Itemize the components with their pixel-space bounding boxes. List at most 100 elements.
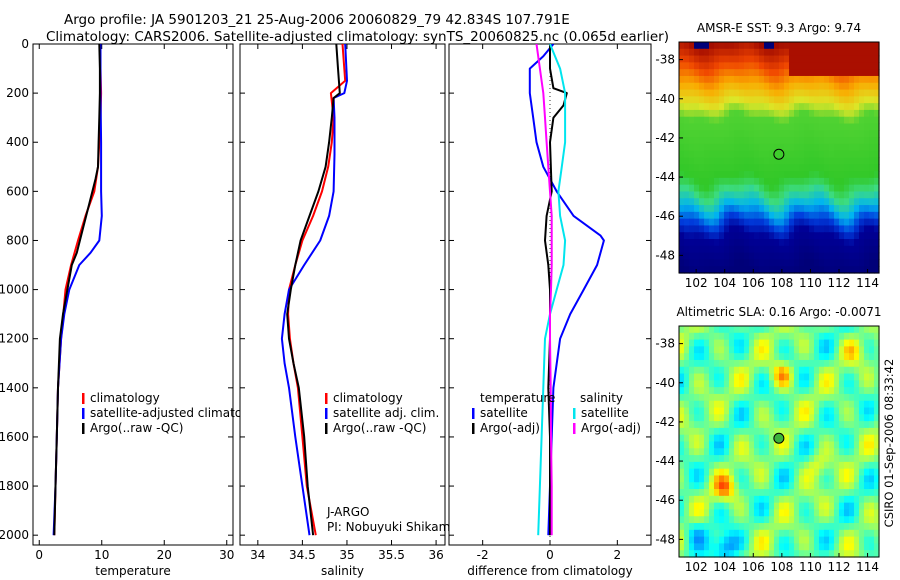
heatmap-cell	[844, 536, 850, 545]
y-tick-label: -46	[655, 493, 675, 507]
heatmap-cell	[744, 536, 750, 545]
heatmap-cell	[874, 421, 880, 429]
heatmap-cell	[779, 448, 785, 456]
heatmap-cell	[784, 143, 790, 152]
heatmap-cell	[774, 239, 780, 247]
heatmap-cell	[789, 495, 795, 504]
heatmap-cell	[834, 123, 840, 131]
heatmap-cell	[684, 259, 690, 267]
heatmap-cell	[704, 130, 710, 138]
heatmap-cell	[784, 427, 790, 436]
heatmap-cell	[809, 89, 815, 97]
heatmap-cell	[789, 414, 795, 422]
heatmap-cell	[759, 400, 765, 409]
heatmap-cell	[744, 42, 750, 50]
heatmap-cell	[864, 62, 870, 70]
heatmap-cell	[689, 205, 695, 213]
heatmap-cell	[869, 543, 875, 551]
heatmap-cell	[844, 502, 850, 511]
heatmap-cell	[734, 164, 740, 172]
heatmap-cell	[684, 339, 690, 347]
heatmap-cell	[719, 252, 725, 261]
heatmap-cell	[869, 205, 875, 213]
heatmap-cell	[754, 455, 760, 463]
heatmap-cell	[714, 550, 720, 558]
heatmap-cell	[844, 218, 850, 227]
heatmap-cell	[704, 82, 710, 91]
heatmap-cell	[814, 380, 820, 388]
heatmap-cell	[774, 332, 780, 341]
heatmap-cell	[694, 387, 700, 395]
heatmap-cell	[684, 509, 690, 517]
heatmap-cell	[799, 346, 805, 354]
heatmap-cell	[684, 468, 690, 477]
heatmap-cell	[699, 211, 705, 220]
heatmap-cell	[734, 69, 740, 77]
heatmap-cell	[829, 550, 835, 558]
heatmap-cell	[779, 339, 785, 347]
heatmap-cell	[829, 143, 835, 152]
heatmap-cell	[819, 218, 825, 227]
heatmap-cell	[704, 387, 710, 395]
heatmap-cell	[779, 509, 785, 517]
heatmap-cell	[829, 529, 835, 538]
heatmap-cell	[839, 502, 845, 511]
heatmap-cell	[839, 266, 845, 274]
heatmap-cell	[869, 468, 875, 477]
heatmap-cell	[709, 82, 715, 91]
heatmap-cell	[854, 137, 860, 145]
heatmap-cell	[799, 137, 805, 145]
heatmap-cell	[784, 461, 790, 470]
x-tick-label: 114	[856, 276, 879, 290]
heatmap-cell	[709, 523, 715, 531]
heatmap-cell	[789, 407, 795, 415]
heatmap-cell	[769, 407, 775, 415]
heatmap-cell	[769, 359, 775, 368]
heatmap-cell	[734, 455, 740, 463]
heatmap-cell	[729, 164, 735, 172]
heatmap-cell	[814, 191, 820, 199]
heatmap-cell	[689, 198, 695, 206]
heatmap-cell	[719, 69, 725, 77]
heatmap-cell	[764, 123, 770, 131]
heatmap-cell	[854, 332, 860, 341]
heatmap-cell	[719, 482, 725, 490]
heatmap-cell	[869, 48, 875, 57]
heatmap-cell	[769, 441, 775, 449]
heatmap-cell	[719, 400, 725, 409]
heatmap-cell	[794, 380, 800, 388]
heatmap-cell	[694, 218, 700, 227]
heatmap-cell	[764, 380, 770, 388]
heatmap-cell	[794, 427, 800, 436]
heatmap-cell	[764, 489, 770, 497]
heatmap-cell	[849, 509, 855, 517]
heatmap-cell	[719, 177, 725, 186]
heatmap-cell	[764, 475, 770, 483]
heatmap-cell	[844, 468, 850, 477]
heatmap-cell	[684, 441, 690, 449]
heatmap-cell	[704, 529, 710, 538]
heatmap-cell	[834, 232, 840, 240]
heatmap-cell	[724, 82, 730, 91]
heatmap-cell	[869, 184, 875, 193]
heatmap-cell	[734, 400, 740, 409]
heatmap-cell	[824, 509, 830, 517]
heatmap-cell	[739, 523, 745, 531]
heatmap-cell	[754, 184, 760, 193]
heatmap-cell	[704, 353, 710, 361]
heatmap-cell	[864, 366, 870, 375]
heatmap-cell	[794, 184, 800, 193]
heatmap-cell	[749, 48, 755, 57]
heatmap-cell	[859, 259, 865, 267]
heatmap-cell	[834, 191, 840, 199]
heatmap-cell	[854, 259, 860, 267]
heatmap-cell	[739, 434, 745, 443]
heatmap-cell	[864, 380, 870, 388]
heatmap-cell	[869, 96, 875, 104]
heatmap-cell	[874, 353, 880, 361]
heatmap-cell	[759, 245, 765, 254]
heatmap-cell	[764, 332, 770, 341]
heatmap-cell	[829, 69, 835, 77]
heatmap-cell	[789, 380, 795, 388]
